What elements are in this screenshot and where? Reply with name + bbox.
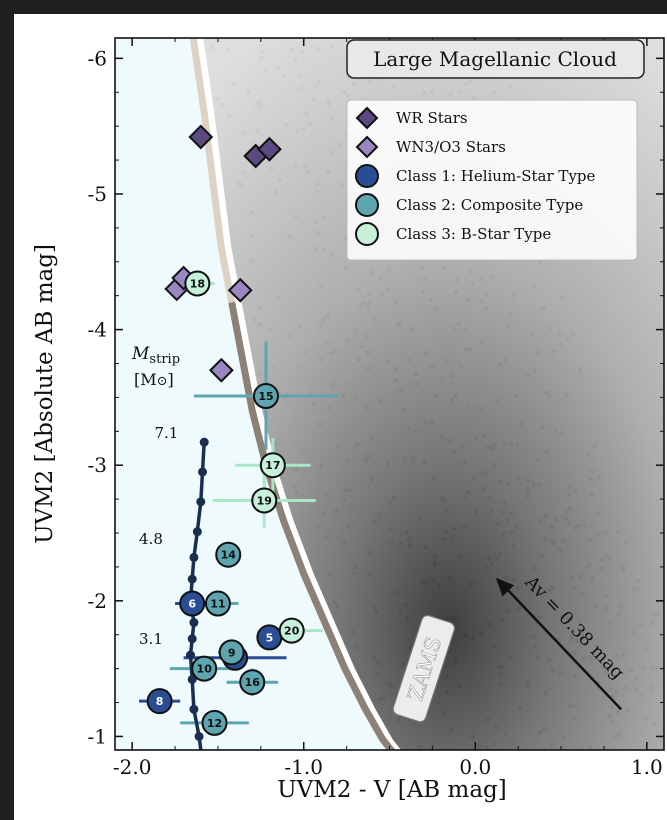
title-box: Large Magellanic Cloud <box>346 39 645 79</box>
class-2-star-10 <box>191 655 218 682</box>
star-id-label-17: 17 <box>265 459 280 472</box>
stripped-star-region <box>115 38 392 750</box>
class-2-star-11 <box>204 590 231 617</box>
track-dot <box>189 552 199 562</box>
star-id-label-5: 5 <box>266 631 274 644</box>
class-3-star-17 <box>259 452 286 479</box>
mass-label-m: M <box>131 344 150 364</box>
x-tick-label: 1.0 <box>631 755 663 779</box>
class-2-star-14 <box>215 541 242 568</box>
star-id-label-9: 9 <box>228 646 236 659</box>
mass-label-unit-close: ] <box>168 370 174 389</box>
x-tick-label: -2.0 <box>113 755 152 779</box>
legend-label-4: Class 3: B-Star Type <box>396 225 551 243</box>
track-dot <box>196 497 206 507</box>
legend: WR Stars WN3/O3 Stars Class 1: Helium-Star… <box>346 99 638 261</box>
y-tick-label: -3 <box>88 453 107 477</box>
star-id-label-19: 19 <box>257 494 272 507</box>
star-id-label-14: 14 <box>221 549 237 562</box>
y-tick-label: -1 <box>88 724 107 748</box>
extinction-arrow-shaft <box>501 583 623 711</box>
extinction-arrow-head <box>495 577 515 597</box>
chart: 5678910111214151617181920 -2.0-1.00.01.0… <box>32 37 665 803</box>
wr-star-marker <box>188 124 214 150</box>
legend-label-2: Class 1: Helium-Star Type <box>396 167 596 185</box>
legend-marker-2 <box>355 164 379 188</box>
star-id-label-20: 20 <box>284 625 300 638</box>
legend-marker-1 <box>355 135 379 159</box>
y-tick-label: -4 <box>88 318 107 342</box>
track-dot <box>194 731 204 741</box>
y-tick-label: -5 <box>88 182 107 206</box>
svg-text:[M⊙]: [M⊙] <box>134 370 174 389</box>
legend-marker-4 <box>355 222 379 246</box>
class-3-star-18 <box>184 270 211 297</box>
figure: 5678910111214151617181920 -2.0-1.00.01.0… <box>14 14 667 820</box>
mass-label-heading: Mstrip [M⊙] <box>131 344 180 389</box>
track-dot <box>187 674 197 684</box>
track-dot <box>199 437 209 447</box>
svg-text:Mstrip: Mstrip <box>131 344 180 367</box>
class-2-star-9 <box>218 639 245 666</box>
class-1-star-6 <box>179 590 206 617</box>
x-tick-label: -1.0 <box>284 755 323 779</box>
mass-label-sub: strip <box>149 352 180 367</box>
x-tick-label: 0.0 <box>459 755 491 779</box>
class-2-star-12 <box>201 709 228 736</box>
mass-label-value: 3.1 <box>139 630 163 648</box>
star-id-label-6: 6 <box>188 598 196 611</box>
y-axis-label: UVM2 [Absolute AB mag] <box>32 244 58 544</box>
star-id-label-10: 10 <box>197 663 213 676</box>
wn3o3-star-marker <box>208 357 234 383</box>
track-dot <box>187 634 197 644</box>
track-dot <box>185 650 195 660</box>
legend-marker-0 <box>355 106 379 130</box>
class-2-star-16 <box>239 669 266 696</box>
track-dot <box>189 704 199 714</box>
wn3o3-star-marker <box>227 277 253 303</box>
legend-label-3: Class 2: Composite Type <box>396 196 583 214</box>
class-3-star-20 <box>278 617 305 644</box>
star-id-label-12: 12 <box>207 717 222 730</box>
axis-ticks: -2.0 -1.0 0.0 1.0 -6 -5 -4 -3 -2 -1 <box>88 38 664 779</box>
y-tick-label: -6 <box>88 46 107 70</box>
legend-label-0: WR Stars <box>396 109 468 127</box>
class-2-star-15 <box>252 383 279 410</box>
chart-title: Large Magellanic Cloud <box>373 47 617 71</box>
zams-curve-faded <box>189 38 236 304</box>
track-dot <box>187 574 197 584</box>
star-id-label-8: 8 <box>156 695 164 708</box>
mass-label-value: 4.8 <box>139 530 163 548</box>
class-3-star-19 <box>251 487 278 514</box>
track-dot <box>192 527 202 537</box>
sun-symbol-icon: ⊙ <box>157 374 168 389</box>
track-dot <box>197 467 207 477</box>
class-1-star-8 <box>146 688 173 715</box>
star-id-label-11: 11 <box>210 598 225 611</box>
mass-label-unit-open: [M <box>134 370 157 389</box>
y-tick-label: -2 <box>88 589 107 613</box>
legend-marker-3 <box>355 193 379 217</box>
star-id-label-16: 16 <box>245 676 261 689</box>
star-id-label-18: 18 <box>190 277 205 290</box>
zams-curve <box>228 301 396 750</box>
wr-star-marker <box>256 136 282 162</box>
legend-label-1: WN3/O3 Stars <box>396 138 506 156</box>
track-dot <box>189 618 199 628</box>
x-axis-label: UVM2 - V [AB mag] <box>277 777 507 803</box>
mass-labels: 7.1 4.8 3.1 <box>139 424 178 648</box>
star-id-label-15: 15 <box>258 390 273 403</box>
mass-label-value: 7.1 <box>154 424 178 442</box>
star-markers: 5678910111214151617181920 <box>146 124 305 736</box>
zams-label-frame <box>392 614 456 723</box>
